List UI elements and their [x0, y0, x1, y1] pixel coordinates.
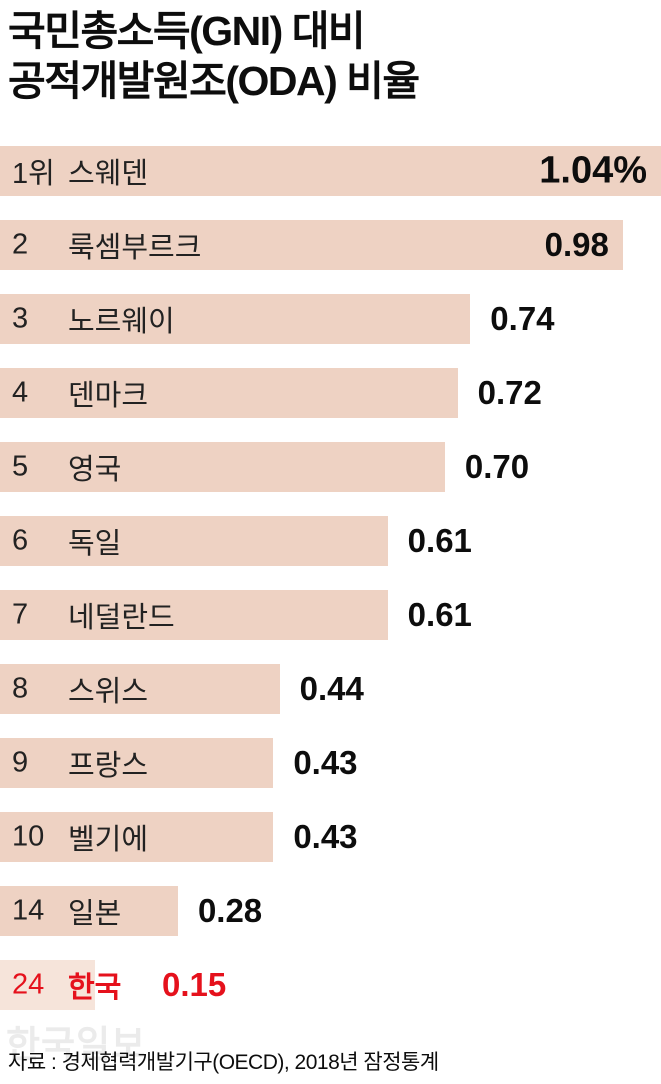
bar-row: 10 벨기에 0.43: [0, 812, 661, 862]
value-label: 0.15: [162, 966, 227, 1003]
bar-row: 8 스위스 0.44: [0, 664, 661, 714]
country-label: 독일: [68, 528, 122, 560]
rank-label: 9: [12, 746, 29, 779]
bar-row: 14 일본 0.28: [0, 886, 661, 936]
rank-label: 5: [12, 450, 29, 483]
value-label: 0.43: [293, 744, 358, 781]
bar: [0, 738, 274, 788]
country-label: 네덜란드: [68, 602, 175, 634]
rank-label: 14: [12, 894, 45, 927]
bar-row: 5 영국 0.70: [0, 442, 661, 492]
bar-row: 0.98 2 룩셈부르크: [0, 220, 661, 270]
value-label: 0.98: [544, 226, 609, 263]
bar: [0, 960, 96, 1010]
bar: [0, 664, 280, 714]
bar: [0, 368, 458, 418]
rank-label: 8: [12, 672, 29, 705]
country-label: 룩셈부르크: [68, 232, 202, 264]
value-label: 0.28: [197, 892, 263, 929]
bar-row: 9 프랑스 0.43: [0, 738, 661, 788]
country-label: 스위스: [68, 676, 149, 708]
bar-row: 24 한국 0.15: [0, 960, 661, 1010]
value-label: 0.61: [407, 522, 472, 559]
bar-rows: 1.04% 1위 스웨덴 0.98 2 룩셈부르크 3 노르웨이 0.74 4 …: [0, 146, 661, 1010]
rank-label: 3: [12, 302, 29, 335]
value-label: 0.74: [490, 300, 555, 337]
bar: [0, 442, 445, 492]
country-label: 스웨덴: [68, 158, 149, 190]
bar: [0, 516, 388, 566]
country-label: 영국: [68, 454, 122, 486]
country-label: 일본: [68, 898, 122, 930]
value-label: 0.44: [299, 670, 364, 707]
value-label: 0.70: [464, 448, 530, 485]
bar: [0, 812, 274, 862]
bar-row: 6 독일 0.61: [0, 516, 661, 566]
rank-label: 4: [12, 376, 29, 409]
bar: 0.98: [0, 220, 623, 270]
value-label: 0.43: [293, 818, 358, 855]
rank-label: 1위: [12, 158, 55, 190]
bar-row: 3 노르웨이 0.74: [0, 294, 661, 344]
value-label: 1.04%: [539, 149, 647, 192]
country-label: 프랑스: [68, 750, 149, 782]
bar: 1.04%: [0, 146, 661, 196]
bar: [0, 294, 471, 344]
watermark: 한국일보: [6, 1024, 147, 1065]
bar: [0, 590, 388, 640]
bar-row: 7 네덜란드 0.61: [0, 590, 661, 640]
country-label: 벨기에: [68, 824, 149, 856]
chart-title: 국민총소득(GNI) 대비 공적개발원조(ODA) 비율: [8, 6, 420, 106]
bar: [0, 886, 178, 936]
value-label: 0.61: [407, 596, 472, 633]
rank-label: 24: [12, 968, 45, 1001]
chart-title-line1: 국민총소득(GNI) 대비: [8, 8, 366, 54]
bar-row: 4 덴마크 0.72: [0, 368, 661, 418]
rank-label: 6: [12, 524, 29, 557]
country-label: 덴마크: [68, 380, 149, 412]
bar-row: 1.04% 1위 스웨덴: [0, 146, 661, 196]
chart-title-line2: 공적개발원조(ODA) 비율: [8, 58, 420, 105]
rank-label: 7: [12, 598, 29, 631]
country-label: 노르웨이: [68, 306, 175, 338]
country-label: 한국: [68, 972, 122, 1004]
rank-label: 10: [12, 820, 45, 853]
source-note: 자료 : 경제협력개발기구(OECD), 2018년 잠정통계: [8, 1051, 439, 1074]
value-label: 0.72: [477, 374, 542, 411]
rank-label: 2: [12, 228, 29, 261]
